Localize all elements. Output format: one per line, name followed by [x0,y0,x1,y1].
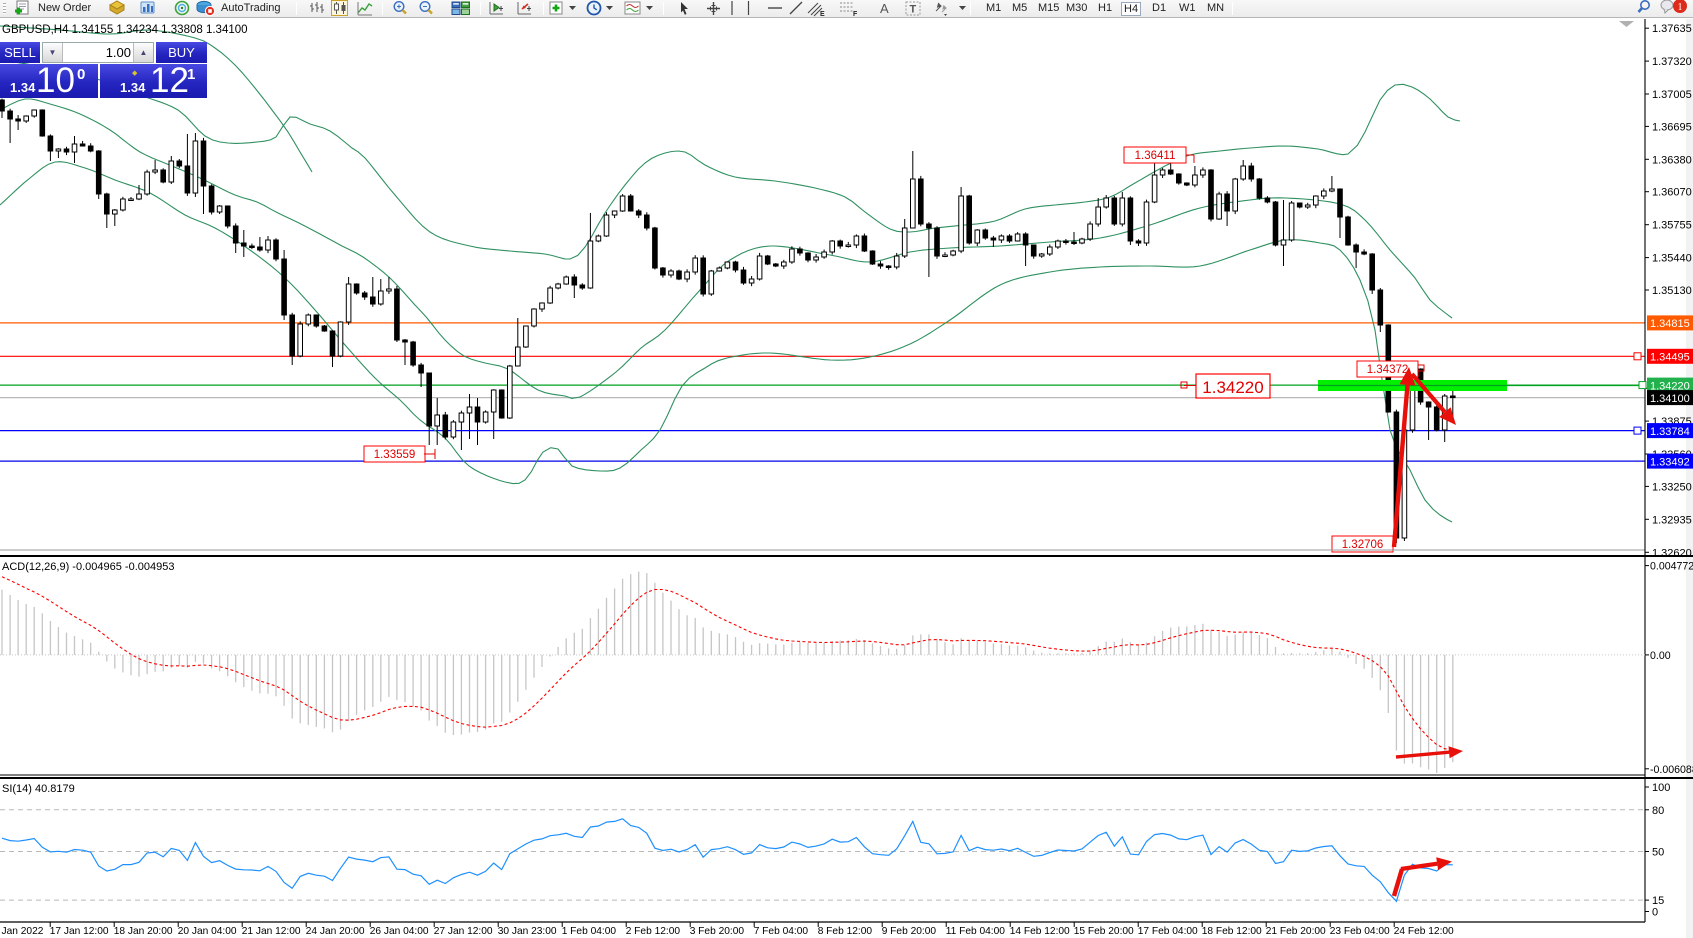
svg-text:27 Jan 12:00: 27 Jan 12:00 [434,926,493,937]
svg-text:17 Jan 12:00: 17 Jan 12:00 [50,926,109,937]
svg-text:T: T [910,4,917,16]
svg-text:1.34495: 1.34495 [1650,352,1690,364]
svg-text:23 Feb 04:00: 23 Feb 04:00 [1330,926,1390,937]
svg-text:1.34220: 1.34220 [1650,380,1690,392]
svg-text:Jan 2022: Jan 2022 [2,926,44,937]
svg-text:1.32706: 1.32706 [1342,539,1384,551]
svg-text:1.34100: 1.34100 [1650,393,1690,405]
svg-text:1.32935: 1.32935 [1652,514,1692,526]
svg-text:1.36380: 1.36380 [1652,154,1692,166]
svg-text:SI(14) 40.8179: SI(14) 40.8179 [2,783,75,795]
svg-text:30 Jan 23:00: 30 Jan 23:00 [498,926,557,937]
svg-text:ACD(12,26,9) -0.004965 -0.0049: ACD(12,26,9) -0.004965 -0.004953 [2,561,174,573]
svg-text:1.36070: 1.36070 [1652,187,1692,199]
svg-text:7 Feb 04:00: 7 Feb 04:00 [754,926,809,937]
svg-text:1.35755: 1.35755 [1652,220,1692,232]
svg-text:24 Feb 12:00: 24 Feb 12:00 [1394,926,1454,937]
svg-text:15 Feb 20:00: 15 Feb 20:00 [1074,926,1134,937]
svg-text:1.33559: 1.33559 [374,449,416,461]
svg-text:100: 100 [1652,782,1670,794]
svg-text:0: 0 [1652,907,1658,919]
svg-text:1.36411: 1.36411 [1135,150,1176,162]
svg-text:50: 50 [1652,847,1664,859]
svg-text:1.32620: 1.32620 [1652,547,1692,559]
svg-text:0.004772: 0.004772 [1650,561,1693,573]
svg-text:1.37320: 1.37320 [1652,56,1692,68]
svg-text:1.34372: 1.34372 [1367,364,1409,376]
svg-text:14 Feb 12:00: 14 Feb 12:00 [1010,926,1070,937]
svg-text:18 Jan 20:00: 18 Jan 20:00 [114,926,173,937]
svg-text:17 Feb 04:00: 17 Feb 04:00 [1138,926,1198,937]
svg-text:1.37005: 1.37005 [1652,89,1692,101]
svg-text:1.33492: 1.33492 [1650,456,1690,468]
svg-text:1.34220: 1.34220 [1202,378,1263,397]
svg-text:1 Feb 04:00: 1 Feb 04:00 [562,926,617,937]
svg-text:1.35130: 1.35130 [1652,285,1692,297]
svg-text:1.33784: 1.33784 [1650,426,1690,438]
svg-text:-0.006088: -0.006088 [1650,764,1693,776]
svg-text:8 Feb 12:00: 8 Feb 12:00 [818,926,873,937]
svg-text:F: F [853,11,858,17]
svg-text:9 Feb 20:00: 9 Feb 20:00 [882,926,937,937]
svg-text:21 Feb 20:00: 21 Feb 20:00 [1266,926,1326,937]
svg-text:15: 15 [1652,895,1664,907]
svg-text:80: 80 [1652,805,1664,817]
svg-text:2 Feb 12:00: 2 Feb 12:00 [626,926,681,937]
svg-text:20 Jan 04:00: 20 Jan 04:00 [178,926,237,937]
svg-text:1.34815: 1.34815 [1650,318,1690,330]
svg-text:1.35440: 1.35440 [1652,253,1692,265]
svg-text:GBPUSD,H4 1.34155 1.34234 1.3: GBPUSD,H4 1.34155 1.34234 1.33808 1.3410… [2,24,248,36]
svg-text:1.37635: 1.37635 [1652,23,1692,35]
svg-text:18 Feb 12:00: 18 Feb 12:00 [1202,926,1262,937]
svg-text:26 Jan 04:00: 26 Jan 04:00 [370,926,429,937]
svg-text:24 Jan 20:00: 24 Jan 20:00 [306,926,365,937]
svg-text:1: 1 [1678,2,1683,13]
svg-text:11 Feb 04:00: 11 Feb 04:00 [946,926,1006,937]
svg-text:1.33250: 1.33250 [1652,481,1692,493]
svg-text:21 Jan 12:00: 21 Jan 12:00 [242,926,301,937]
svg-text:0.00: 0.00 [1650,650,1671,662]
svg-text:3 Feb 20:00: 3 Feb 20:00 [690,926,745,937]
svg-text:1.36695: 1.36695 [1652,121,1692,133]
svg-text:A: A [880,1,889,16]
svg-text:E: E [820,11,825,17]
